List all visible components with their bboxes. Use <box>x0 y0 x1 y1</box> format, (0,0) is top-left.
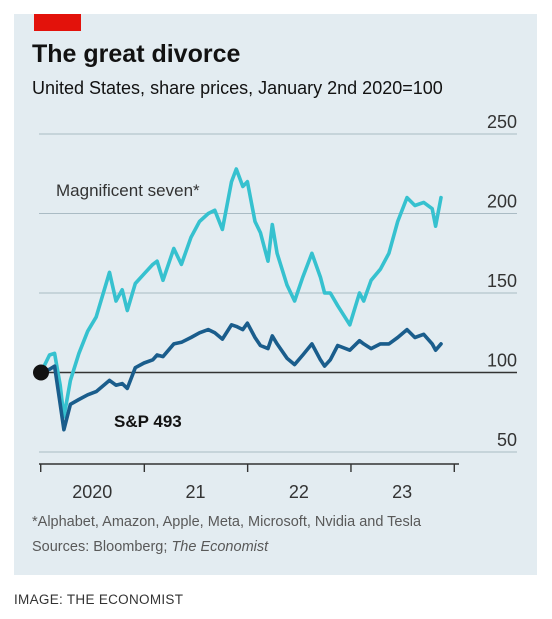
chart-subtitle: United States, share prices, January 2nd… <box>32 78 443 98</box>
sources-line: Sources: Bloomberg; The Economist <box>32 539 268 555</box>
image-credit: IMAGE: THE ECONOMIST <box>14 592 184 607</box>
series-label-sp493: S&P 493 <box>114 412 182 431</box>
sources-prefix: Sources: Bloomberg; <box>32 539 172 555</box>
brand-tag <box>34 14 81 31</box>
sources-publication: The Economist <box>171 539 269 555</box>
y-tick-label: 50 <box>497 430 517 450</box>
x-axis: 2020 21 22 23 <box>39 463 459 502</box>
series-line-magnificent-seven <box>39 167 443 419</box>
x-tick-label: 22 <box>289 482 309 502</box>
x-tick-label: 23 <box>392 482 412 502</box>
line-chart: 50 100 150 200 250 2020 21 22 23 Magnificent se… <box>33 112 517 502</box>
series-lines <box>39 167 443 432</box>
y-axis-labels: 50 100 150 200 250 <box>487 112 517 450</box>
series-label-magnificent-seven: Magnificent seven* <box>56 181 200 200</box>
chart-panel: The great divorce United States, share p… <box>14 14 537 575</box>
y-tick-label: 100 <box>487 351 517 371</box>
chart-title: The great divorce <box>32 40 241 68</box>
y-tick-label: 250 <box>487 112 517 132</box>
y-tick-label: 150 <box>487 271 517 291</box>
series-line-sp493 <box>39 321 443 432</box>
y-tick-label: 200 <box>487 192 517 212</box>
x-tick-label: 2020 <box>72 482 112 502</box>
start-point-marker <box>33 364 49 381</box>
footnote: *Alphabet, Amazon, Apple, Meta, Microsof… <box>32 514 422 530</box>
x-tick-label: 21 <box>186 482 206 502</box>
